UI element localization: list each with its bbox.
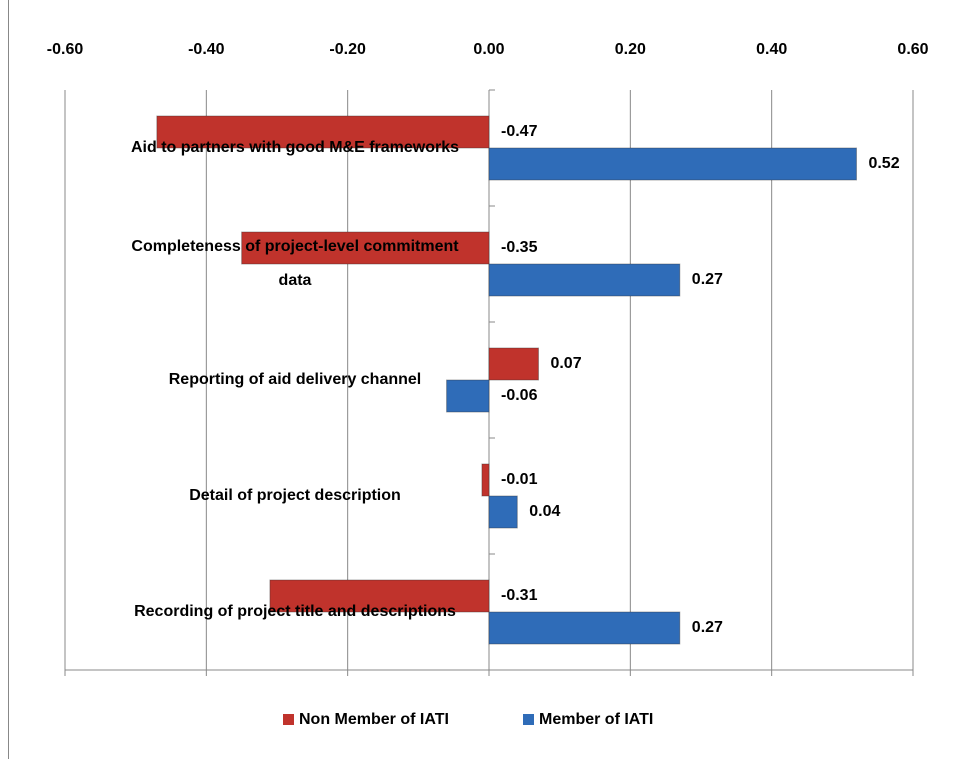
data-label: 0.07 [550,355,581,372]
legend-label: Non Member of IATI [299,711,449,728]
category-label: Aid to partners with good M&E frameworks [130,139,460,156]
x-tick-label: 0.40 [756,41,787,58]
category-label: Reporting of aid delivery channel [168,371,422,388]
data-label: -0.31 [501,587,538,604]
data-label: -0.06 [501,387,538,404]
data-label: 0.27 [692,271,723,288]
x-tick-label: -0.40 [188,41,225,58]
data-label: -0.47 [501,123,538,140]
bar [488,611,681,645]
category-label: Recording of project title and descripti… [134,603,456,620]
category-label: Detail of project description [189,487,401,504]
x-tick-label: 0.60 [897,41,928,58]
bar [156,115,490,149]
legend-marker [283,714,294,725]
frame [8,0,9,759]
category-label: Completeness of project-level commitment… [131,238,459,289]
bar [241,231,490,265]
data-label: -0.35 [501,239,538,256]
bar [488,263,681,297]
bar [488,495,518,529]
legend-marker [523,714,534,725]
x-tick-label: -0.60 [47,41,84,58]
data-label: 0.52 [868,155,899,172]
x-tick-label: -0.20 [329,41,366,58]
data-label: 0.04 [529,503,560,520]
bar [481,463,490,497]
bar [488,347,539,381]
bar [488,147,857,181]
x-tick-label: 0.20 [615,41,646,58]
bar [269,579,490,613]
legend-label: Member of IATI [539,711,653,728]
bar [446,379,490,413]
x-tick-label: 0.00 [473,41,504,58]
data-label: -0.01 [501,471,538,488]
data-label: 0.27 [692,619,723,636]
